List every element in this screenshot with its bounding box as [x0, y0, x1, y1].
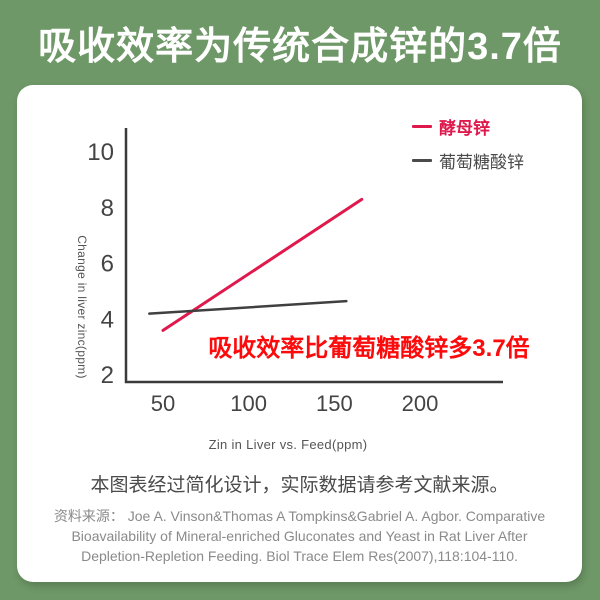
- chart-card: 2 4 6 8 10 50 100 150 200 Change in liver zinc(p…: [17, 85, 582, 582]
- line-chart: 2 4 6 8 10 50 100 150 200: [87, 128, 503, 416]
- chart-annotation: 吸收效率比葡萄糖酸锌多3.7倍: [208, 335, 530, 362]
- y-axis-label: Change in liver zinc(ppm): [75, 235, 89, 379]
- y-tick-label: 4: [101, 306, 114, 333]
- y-tick-label: 6: [101, 251, 114, 278]
- disclaimer-note: 本图表经过简化设计，实际数据请参考文献来源。: [90, 475, 509, 496]
- y-tick-label: 8: [101, 195, 114, 222]
- x-tick-label: 150: [316, 391, 353, 416]
- axes: [124, 128, 503, 384]
- series-line-zinc-gluconate: [148, 299, 348, 315]
- legend-label-yeast-zinc: 酵母锌: [439, 119, 490, 138]
- legend-line-icon-yeast-zinc: [412, 125, 432, 128]
- source-citation: 资料来源： Joe A. Vinson&Thomas A Tompkins&Ga…: [17, 506, 582, 566]
- x-tick-label: 200: [402, 391, 439, 416]
- x-tick-label: 50: [151, 391, 175, 416]
- source-line: Bioavailability of Mineral-enriched Gluc…: [71, 528, 528, 544]
- legend-line-icon-zinc-gluconate: [412, 159, 432, 162]
- x-axis-label: Zin in Liver vs. Feed(ppm): [208, 437, 368, 452]
- y-tick-label: 2: [101, 362, 114, 389]
- x-tick-label: 100: [230, 391, 267, 416]
- source-line: Depletion-Repletion Feeding. Biol Trace …: [81, 548, 518, 564]
- legend-item-zinc-gluconate: 葡萄糖酸锌: [412, 148, 524, 173]
- series-line-yeast-zinc: [161, 197, 364, 332]
- legend-label-zinc-gluconate: 葡萄糖酸锌: [439, 153, 524, 172]
- legend-item-yeast-zinc: 酵母锌: [412, 114, 524, 139]
- source-line: 资料来源： Joe A. Vinson&Thomas A Tompkins&Ga…: [53, 508, 546, 524]
- y-tick-label: 10: [87, 139, 114, 166]
- page-title: 吸收效率为传统合成锌的3.7倍: [38, 26, 562, 68]
- legend: 酵母锌 葡萄糖酸锌: [412, 114, 524, 182]
